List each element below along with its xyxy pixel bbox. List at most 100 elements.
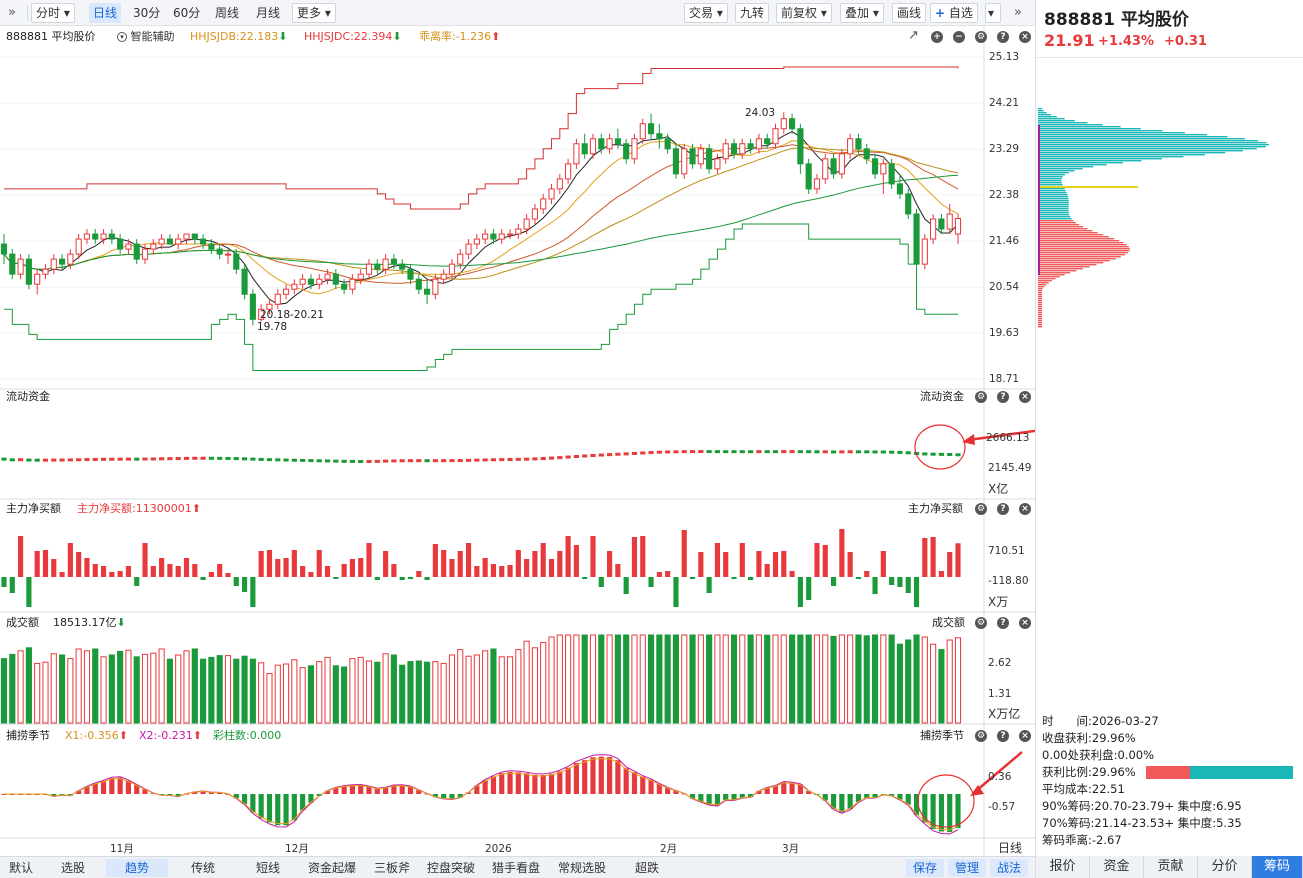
- tab-select[interactable]: 选股: [60, 861, 85, 875]
- net-bar: [416, 571, 422, 577]
- net-bar: [449, 559, 455, 577]
- tab-weekly[interactable]: 周线: [215, 6, 240, 20]
- amount-bar: [565, 634, 572, 724]
- season-bar: [432, 794, 438, 797]
- tab-60min[interactable]: 60分: [173, 6, 201, 20]
- share-icon[interactable]: ↗: [908, 28, 919, 43]
- tab-regular[interactable]: 常规选股: [557, 861, 606, 875]
- nine-turn-button[interactable]: 九转: [735, 3, 770, 23]
- settings-icon[interactable]: ⚙: [975, 617, 987, 629]
- amount-bar: [739, 634, 746, 724]
- settings-icon[interactable]: ⚙: [975, 31, 987, 43]
- draw-button[interactable]: 画线: [892, 3, 927, 23]
- settings-icon[interactable]: ⚙: [975, 730, 987, 742]
- amount-bar: [307, 665, 315, 724]
- tab-hunter[interactable]: 猎手看盘: [491, 861, 540, 875]
- tab-trend[interactable]: 趋势: [106, 859, 168, 877]
- amount-bar: [208, 656, 215, 724]
- manage-button[interactable]: 管理: [948, 859, 986, 877]
- tab-short[interactable]: 短线: [255, 861, 280, 875]
- season-bar: [855, 794, 862, 803]
- close-icon[interactable]: ×: [1019, 503, 1031, 515]
- amount-bar: [316, 661, 323, 724]
- help-icon[interactable]: ?: [997, 617, 1009, 629]
- kline-chart[interactable]: [0, 26, 1035, 856]
- candle-body: [349, 278, 356, 290]
- close-icon[interactable]: ×: [1019, 617, 1031, 629]
- season-bar: [598, 756, 604, 794]
- help-icon[interactable]: ?: [997, 503, 1009, 515]
- flow-mark: [258, 457, 264, 461]
- chip-profit-close: 收盘获利:29.96%: [1042, 731, 1136, 745]
- collapse-right-icon[interactable]: »: [1014, 5, 1022, 20]
- chip-bar: [1038, 286, 1045, 288]
- help-icon[interactable]: ?: [997, 391, 1009, 403]
- tab-capital[interactable]: 资金起爆: [307, 861, 356, 875]
- tab-default[interactable]: 默认: [8, 861, 33, 875]
- candle-body: [0, 243, 8, 255]
- net-bar: [706, 577, 712, 593]
- collapse-left-icon[interactable]: »: [8, 5, 16, 20]
- season-bar: [897, 794, 903, 800]
- candle-body: [282, 288, 290, 295]
- button-label: 叠加: [845, 6, 870, 20]
- close-icon[interactable]: ×: [1019, 391, 1031, 403]
- tab-fenshi[interactable]: 分时 ▾: [31, 3, 75, 23]
- amount-bar: [855, 634, 862, 724]
- overlay-button[interactable]: 叠加 ▾: [840, 3, 884, 23]
- close-icon[interactable]: ×: [1019, 31, 1031, 43]
- watchlist-dropdown-icon[interactable]: ▾: [985, 3, 1001, 23]
- tab-monthly[interactable]: 月线: [256, 6, 281, 20]
- candle-body: [133, 243, 140, 260]
- strategy-button[interactable]: 战法: [990, 859, 1028, 877]
- tab-oversold[interactable]: 超跌: [634, 861, 659, 875]
- smart-assist-toggle[interactable]: ▾ 智能辅助: [117, 30, 175, 44]
- chip-bar: [1038, 324, 1042, 326]
- net-bar: [540, 543, 546, 577]
- amount-bar: [133, 656, 140, 724]
- flow-title: 流动资金: [6, 390, 50, 403]
- amount-bar: [258, 662, 265, 724]
- lower-band-line: [4, 223, 958, 371]
- tab-daily[interactable]: 日线: [89, 3, 122, 23]
- settings-icon[interactable]: ⚙: [975, 503, 987, 515]
- candle-body: [490, 233, 497, 240]
- tab-chips[interactable]: 筹码: [1252, 856, 1303, 878]
- adjust-button[interactable]: 前复权 ▾: [776, 3, 832, 23]
- tab-30min[interactable]: 30分: [133, 6, 161, 20]
- tab-breakout[interactable]: 控盘突破: [426, 861, 475, 875]
- zoom-out-icon[interactable]: −: [953, 31, 965, 43]
- candle-body: [448, 263, 456, 275]
- amount-bar: [672, 634, 680, 724]
- help-icon[interactable]: ?: [997, 730, 1009, 742]
- low-range-annotation: 20.18-20.21: [260, 309, 324, 321]
- chip-bar: [1038, 180, 1062, 182]
- net-bar: [656, 572, 662, 577]
- flow-mark: [615, 452, 621, 456]
- tab-fund[interactable]: 资金: [1090, 856, 1144, 878]
- net-bar: [955, 543, 961, 577]
- zoom-in-icon[interactable]: +: [931, 31, 943, 43]
- save-button[interactable]: 保存: [906, 859, 944, 877]
- trade-button[interactable]: 交易 ▾: [684, 3, 728, 23]
- tab-quote[interactable]: 报价: [1036, 856, 1090, 878]
- season-bar: [167, 794, 173, 796]
- net-bar: [772, 552, 779, 577]
- season-bar: [341, 785, 347, 794]
- candle-body: [390, 258, 397, 265]
- season-bar: [208, 792, 214, 794]
- help-icon[interactable]: ?: [997, 31, 1009, 43]
- settings-icon[interactable]: ⚙: [975, 391, 987, 403]
- tab-contribution[interactable]: 贡献: [1144, 856, 1198, 878]
- tab-more[interactable]: 更多 ▾: [292, 3, 336, 23]
- add-watchlist-button[interactable]: + 自选: [930, 3, 978, 23]
- amt-right-title: 成交额: [932, 616, 965, 629]
- candle-body: [664, 138, 671, 150]
- chip-bar: [1038, 192, 1067, 194]
- tab-traditional[interactable]: 传统: [190, 861, 215, 875]
- flow-mark: [665, 450, 671, 454]
- tab-three-axe[interactable]: 三板斧: [373, 861, 410, 875]
- y-tick: 24.21: [989, 97, 1020, 109]
- close-icon[interactable]: ×: [1019, 730, 1031, 742]
- tab-price-dist[interactable]: 分价: [1198, 856, 1252, 878]
